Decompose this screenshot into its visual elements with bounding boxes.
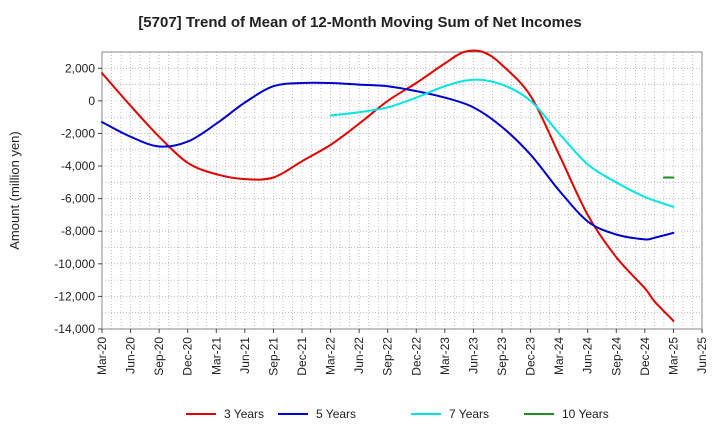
x-tick-label: Jun-24 — [581, 337, 595, 374]
x-tick-label: Jun-21 — [238, 337, 252, 374]
plot-area — [101, 51, 703, 330]
x-tick-label: Mar-21 — [209, 337, 223, 375]
x-tick-label: Mar-22 — [324, 337, 338, 375]
x-tick-label: Dec-21 — [295, 337, 309, 376]
x-tick-label: Dec-23 — [524, 337, 538, 376]
y-axis-label: Amount (million yen) — [7, 131, 22, 250]
x-tick-label: Mar-25 — [666, 337, 680, 375]
x-tick-label: Jun-20 — [124, 337, 138, 374]
y-tick-label: -8,000 — [61, 224, 95, 238]
x-tick-label: Mar-20 — [95, 337, 109, 375]
x-tick-label: Jun-25 — [695, 337, 709, 374]
y-tick-label: -14,000 — [54, 322, 95, 336]
x-tick-label: Dec-20 — [181, 337, 195, 376]
x-tick-label: Sep-22 — [381, 337, 395, 376]
x-tick-label: Sep-24 — [609, 337, 623, 376]
y-tick-label: -12,000 — [54, 289, 95, 303]
legend-label-3-years: 3 Years — [224, 407, 264, 421]
series-line-5-years — [101, 81, 675, 241]
x-tick-label: Mar-23 — [438, 337, 452, 375]
y-tick-label: -6,000 — [61, 192, 95, 206]
x-tick-label: Jun-22 — [352, 337, 366, 374]
x-tick-label: Mar-24 — [552, 337, 566, 375]
chart-title: [5707] Trend of Mean of 12-Month Moving … — [138, 14, 582, 31]
x-tick-label: Sep-23 — [495, 337, 509, 376]
series-line-7-years — [329, 78, 675, 208]
y-tick-label: -2,000 — [61, 126, 95, 140]
y-tick-label: 2,000 — [65, 61, 95, 75]
legend-label-10-years: 10 Years — [562, 407, 609, 421]
y-tick-label: -10,000 — [54, 257, 95, 271]
x-tick-label: Dec-24 — [638, 337, 652, 376]
x-tick-label: Jun-23 — [466, 337, 480, 374]
legend-label-7-years: 7 Years — [449, 407, 489, 421]
y-tick-label: -4,000 — [61, 159, 95, 173]
x-tick-label: Sep-21 — [266, 337, 280, 376]
y-tick-label: 0 — [88, 94, 95, 108]
x-tick-label: Sep-20 — [152, 337, 166, 376]
legend-label-5-years: 5 Years — [316, 407, 356, 421]
x-tick-label: Dec-22 — [409, 337, 423, 376]
